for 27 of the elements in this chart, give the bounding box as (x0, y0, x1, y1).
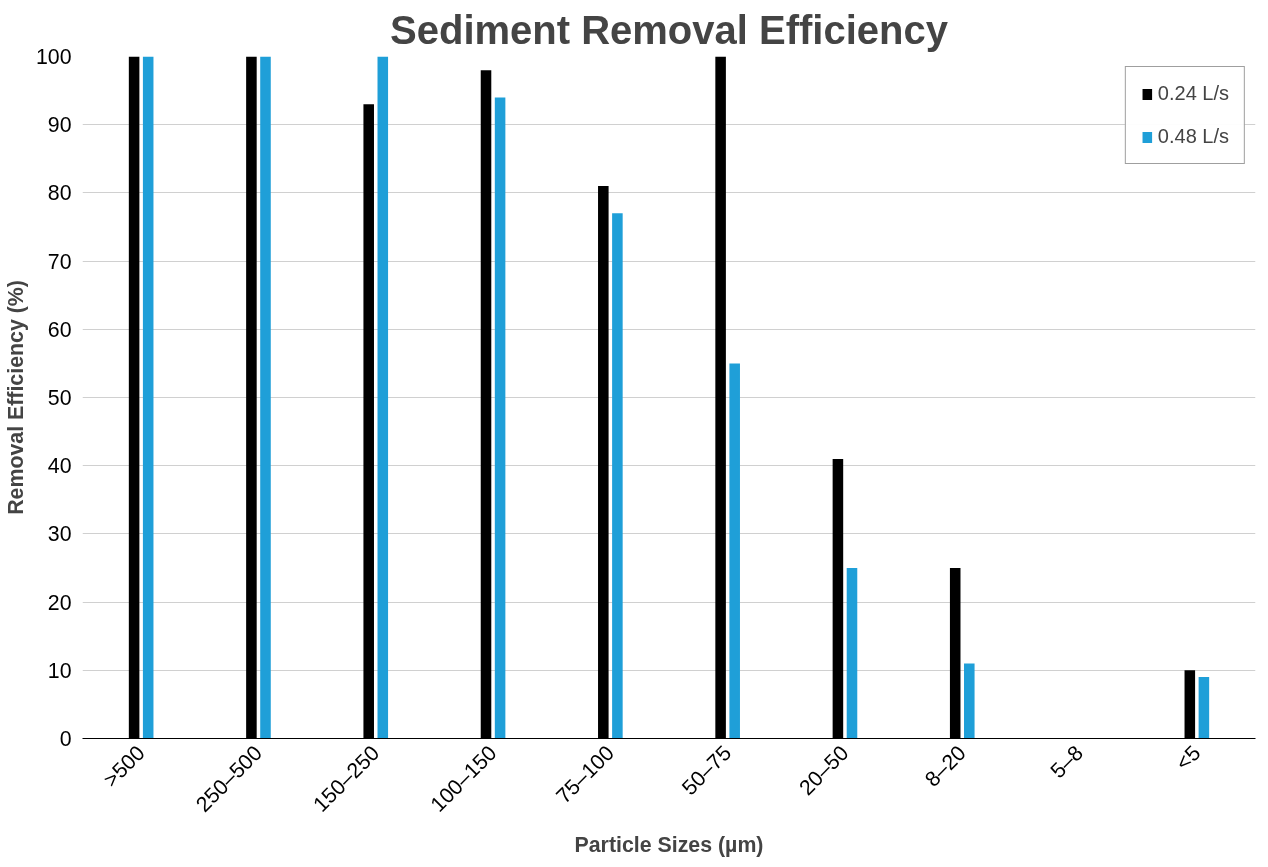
chart-title: Sediment Removal Efficiency (390, 7, 949, 52)
bar (142, 56, 154, 739)
y-tick-label: 60 (47, 317, 72, 342)
bar (846, 568, 858, 739)
y-tick-label: 20 (47, 590, 72, 615)
bar (612, 213, 623, 739)
legend-label: 0.48 L/s (1157, 125, 1229, 148)
y-tick-label: 30 (47, 522, 72, 547)
y-tick-label: 10 (47, 658, 72, 683)
y-tick-label: 90 (47, 113, 72, 138)
bar (494, 97, 506, 739)
legend-label: 0.24 L/s (1157, 82, 1229, 105)
bar (964, 663, 975, 739)
y-tick-label: 40 (47, 454, 72, 479)
bar (729, 363, 740, 739)
bar (377, 56, 389, 739)
y-tick-label: 80 (47, 181, 72, 206)
bar (1198, 677, 1210, 739)
x-tick-label: 5–8 (1045, 741, 1089, 784)
x-axis-title: Particle Sizes (µm) (574, 833, 764, 858)
y-tick-label: 100 (35, 45, 72, 69)
bar (260, 56, 271, 739)
y-tick-label: 0 (59, 727, 72, 751)
y-tick-label: 50 (47, 386, 72, 410)
x-tick-label: <5 (1171, 741, 1206, 776)
y-axis-title: Removal Efficiency (%) (3, 280, 28, 515)
y-tick-label: 70 (47, 249, 72, 274)
